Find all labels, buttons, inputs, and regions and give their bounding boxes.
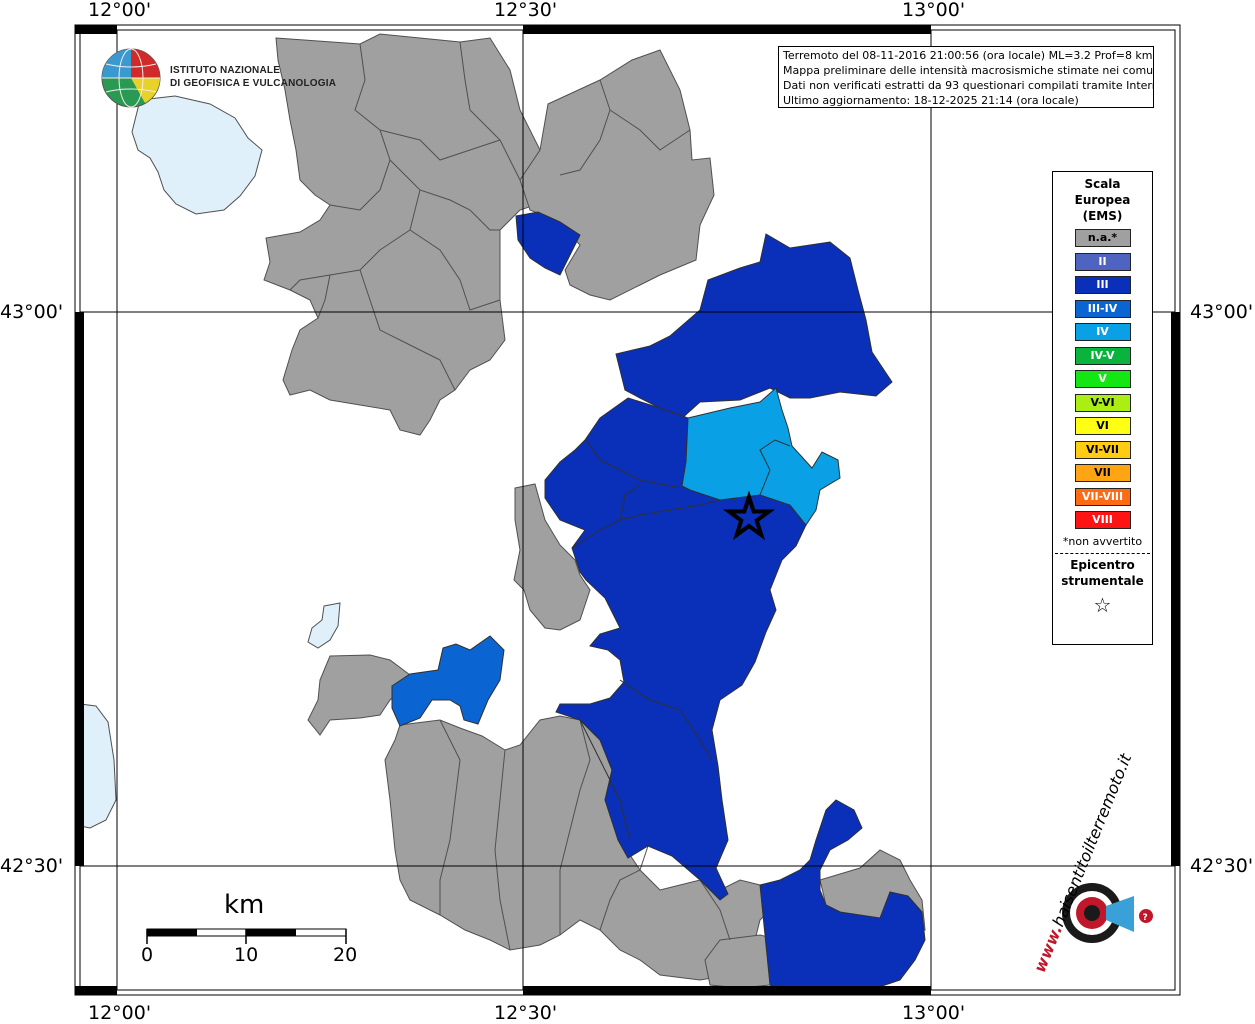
event-info-line: Mappa preliminare delle intensità macros…	[783, 64, 1154, 77]
municipality-na	[307, 654, 411, 736]
event-info-line: Terremoto del 08-11-2016 21:00:56 (ora l…	[783, 49, 1153, 62]
legend-item: V	[1074, 370, 1131, 388]
legend-item: VII	[1074, 464, 1131, 482]
municipality-iii	[615, 233, 893, 421]
lon-label-bottom: 12°00'	[88, 1002, 152, 1024]
legend-title-line: Scala	[1084, 177, 1121, 191]
legend-note: *non avvertito	[1062, 534, 1143, 548]
event-info-line: Ultimo aggiornamento: 18-12-2025 21:14 (…	[783, 94, 1079, 107]
scale-unit-label: km	[224, 890, 265, 920]
lon-label-bottom: 13°00'	[902, 1002, 966, 1024]
institute-name: ISTITUTO NAZIONALE DI GEOFISICA E VULCAN…	[170, 64, 336, 90]
legend-epicenter-line: Epicentro	[1070, 557, 1135, 572]
legend-item: V-VI	[1074, 393, 1131, 412]
legend-item: VII-VIII	[1074, 487, 1131, 506]
legend-item: VI	[1074, 417, 1131, 435]
legend-item: III	[1074, 276, 1131, 294]
legend-title: Scala Europea (EMS)	[1053, 172, 1152, 224]
legend-separator	[1055, 552, 1150, 554]
legend-item: VI-VII	[1074, 440, 1131, 459]
legend-title-line: (EMS)	[1082, 209, 1123, 223]
legend-epicenter-label: Epicentro strumentale	[1053, 557, 1152, 589]
legend-item: n.a.*	[1074, 229, 1131, 247]
municipality-iv	[681, 387, 841, 526]
grid-lines	[80, 30, 1175, 990]
lake-piediluco	[307, 602, 341, 649]
scale-tick-label: 10	[234, 944, 259, 966]
legend-item: II	[1074, 252, 1131, 271]
lat-label-right: 43°00'	[1190, 301, 1254, 323]
institute-name-line2: DI GEOFISICA E VULCANOLOGIA	[170, 78, 337, 89]
lon-label-top: 12°00'	[88, 0, 152, 21]
legend-epicenter-line: strumentale	[1061, 573, 1144, 588]
legend-item: III-IV	[1074, 299, 1131, 318]
ingv-logo-icon	[101, 48, 161, 108]
legend-items: n.a.* II III III-IV IV IV-V V V-VI VI VI-VII VII VI…	[1053, 229, 1152, 529]
legend-item: IV	[1074, 323, 1131, 341]
epicenter-star-marker	[722, 490, 776, 541]
municipality-iii-iv	[391, 635, 505, 727]
event-info-line: Dati non verificati estratti da 93 quest…	[783, 79, 1154, 92]
haisentito-logo-icon: ?	[1062, 883, 1153, 943]
lon-label-bottom: 12°30'	[494, 1002, 558, 1024]
legend-title-line: Europea	[1074, 193, 1131, 207]
lat-label-right: 42°30'	[1190, 855, 1254, 877]
municipalities-na	[263, 33, 926, 989]
lat-label-left: 43°00'	[0, 301, 64, 323]
legend-item: VIII	[1074, 511, 1131, 529]
lat-label-left: 42°30'	[0, 855, 64, 877]
scale-tick-label: 0	[141, 944, 154, 966]
scale-tick-label: 20	[333, 944, 358, 966]
lake-trasimeno	[131, 95, 263, 215]
ems-legend: Scala Europea (EMS) n.a.* II III III-IV IV IV…	[1052, 171, 1153, 645]
iv-internal-border	[759, 439, 791, 496]
scale-bar	[146, 928, 347, 944]
municipality-na	[513, 483, 591, 631]
municipality-iii	[515, 211, 581, 276]
legend-item: IV-V	[1074, 346, 1131, 365]
legend-star-icon: ☆	[1093, 592, 1112, 617]
svg-text:?: ?	[1143, 913, 1148, 923]
map-frame	[74, 24, 1181, 996]
lon-label-top: 13°00'	[902, 0, 966, 21]
lon-label-top: 12°30'	[494, 0, 558, 21]
institute-name-line1: ISTITUTO NAZIONALE	[170, 65, 281, 76]
event-info-box: Terremoto del 08-11-2016 21:00:56 (ora l…	[778, 46, 1154, 108]
